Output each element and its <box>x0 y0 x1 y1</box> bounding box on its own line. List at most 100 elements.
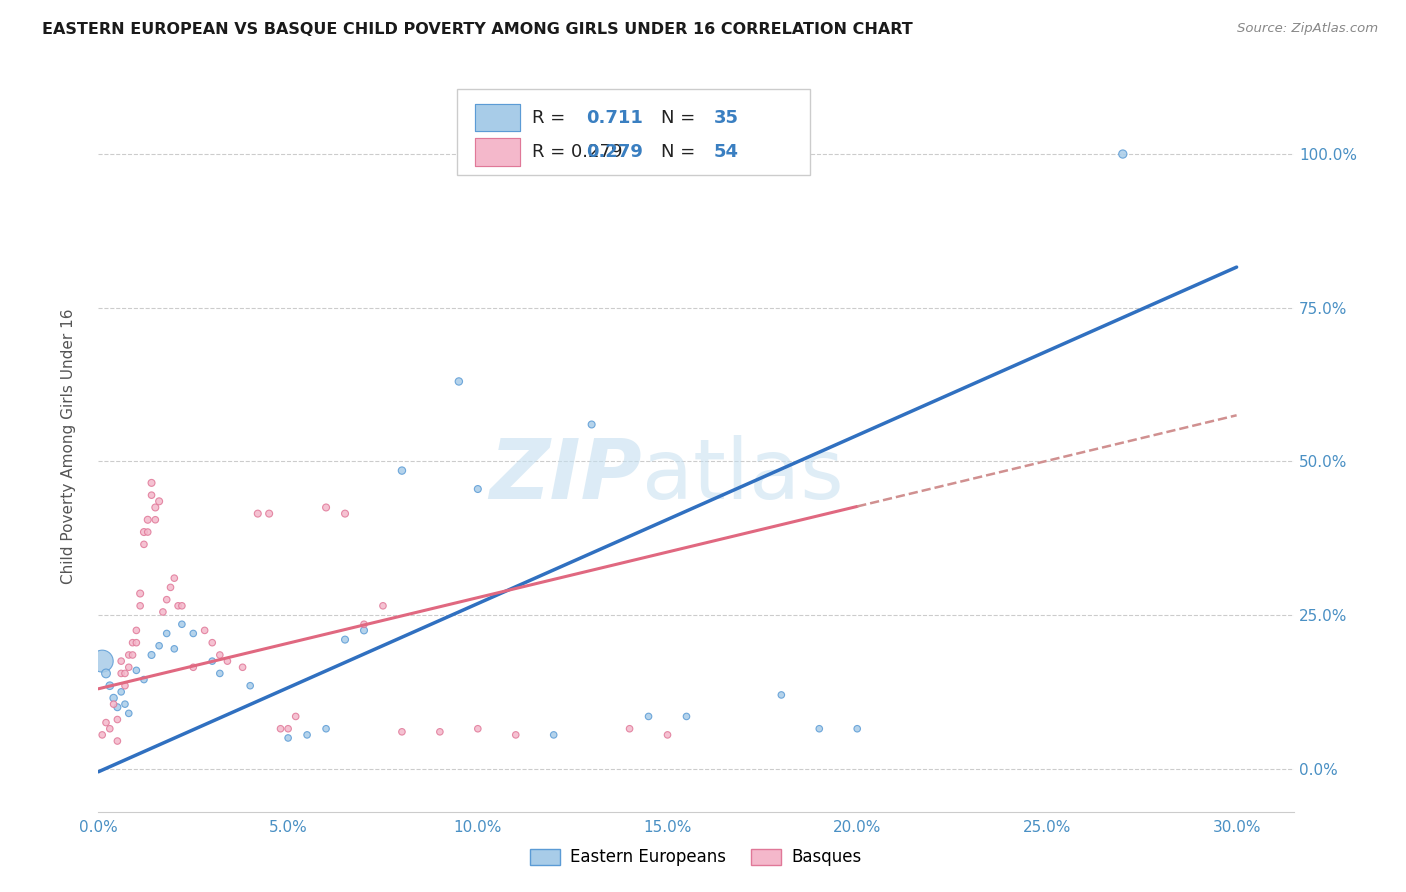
Point <box>94 666 117 681</box>
Text: N =: N = <box>661 143 702 161</box>
Point <box>152 605 174 619</box>
Point <box>543 728 565 742</box>
Point <box>239 679 262 693</box>
Point <box>194 624 217 638</box>
Point <box>657 728 679 742</box>
Point <box>132 537 155 551</box>
Text: atlas: atlas <box>643 434 844 516</box>
Point <box>467 482 489 496</box>
Point <box>181 660 204 674</box>
Point <box>110 666 132 681</box>
Point <box>136 513 159 527</box>
Point <box>163 571 186 585</box>
Point <box>846 722 869 736</box>
Point <box>675 709 697 723</box>
Text: ZIP: ZIP <box>489 434 643 516</box>
Point <box>808 722 831 736</box>
Text: 0.279: 0.279 <box>586 143 643 161</box>
Point <box>371 599 394 613</box>
Text: EASTERN EUROPEAN VS BASQUE CHILD POVERTY AMONG GIRLS UNDER 16 CORRELATION CHART: EASTERN EUROPEAN VS BASQUE CHILD POVERTY… <box>42 22 912 37</box>
Point <box>447 375 470 389</box>
Legend: Eastern Europeans, Basques: Eastern Europeans, Basques <box>523 841 869 873</box>
Point <box>118 706 141 721</box>
Point <box>141 475 163 490</box>
Point <box>91 654 114 668</box>
Point <box>94 715 117 730</box>
Text: 35: 35 <box>714 109 740 127</box>
Point <box>467 722 489 736</box>
Point <box>1112 147 1135 161</box>
Point <box>156 592 179 607</box>
Point <box>129 599 152 613</box>
Point <box>110 685 132 699</box>
Point <box>333 507 356 521</box>
Point <box>163 641 186 656</box>
Point <box>136 524 159 539</box>
Point <box>201 636 224 650</box>
Point <box>619 722 641 736</box>
Point <box>114 697 136 711</box>
Point <box>159 580 181 594</box>
FancyBboxPatch shape <box>457 89 810 176</box>
Point <box>170 617 193 632</box>
Point <box>98 679 121 693</box>
Point <box>141 488 163 502</box>
Point <box>148 639 170 653</box>
Point <box>105 700 128 714</box>
Point <box>105 734 128 748</box>
Text: R = 0.279: R = 0.279 <box>533 143 623 161</box>
Point <box>132 524 155 539</box>
Point <box>208 666 231 681</box>
Point <box>353 617 375 632</box>
Point <box>121 636 143 650</box>
Point <box>353 624 375 638</box>
Point <box>315 722 337 736</box>
Point <box>284 709 307 723</box>
Point <box>270 722 292 736</box>
Point <box>257 507 280 521</box>
Point <box>114 666 136 681</box>
Point <box>141 648 163 662</box>
Point <box>167 599 190 613</box>
Point <box>118 648 141 662</box>
Text: Source: ZipAtlas.com: Source: ZipAtlas.com <box>1237 22 1378 36</box>
Y-axis label: Child Poverty Among Girls Under 16: Child Poverty Among Girls Under 16 <box>62 309 76 583</box>
Point <box>505 728 527 742</box>
Point <box>201 654 224 668</box>
Point <box>91 728 114 742</box>
Point <box>581 417 603 432</box>
Point <box>637 709 659 723</box>
Point <box>148 494 170 508</box>
Point <box>277 731 299 745</box>
Point <box>208 648 231 662</box>
Point <box>103 697 125 711</box>
Point <box>333 632 356 647</box>
Point <box>103 691 125 706</box>
FancyBboxPatch shape <box>475 103 520 131</box>
Text: 0.711: 0.711 <box>586 109 643 127</box>
Point <box>105 713 128 727</box>
Point <box>156 626 179 640</box>
FancyBboxPatch shape <box>475 138 520 166</box>
Point <box>143 513 166 527</box>
Point <box>391 464 413 478</box>
Point <box>246 507 269 521</box>
Text: N =: N = <box>661 109 702 127</box>
Text: R =: R = <box>533 109 571 127</box>
Text: 54: 54 <box>714 143 740 161</box>
Point <box>121 648 143 662</box>
Point <box>770 688 793 702</box>
Point <box>125 664 148 678</box>
Point <box>181 626 204 640</box>
Point <box>125 624 148 638</box>
Point <box>217 654 239 668</box>
Point <box>132 673 155 687</box>
Point <box>315 500 337 515</box>
Point <box>295 728 318 742</box>
Point <box>114 679 136 693</box>
Point <box>98 722 121 736</box>
Point <box>110 654 132 668</box>
Point <box>118 660 141 674</box>
Point <box>170 599 193 613</box>
Point <box>277 722 299 736</box>
